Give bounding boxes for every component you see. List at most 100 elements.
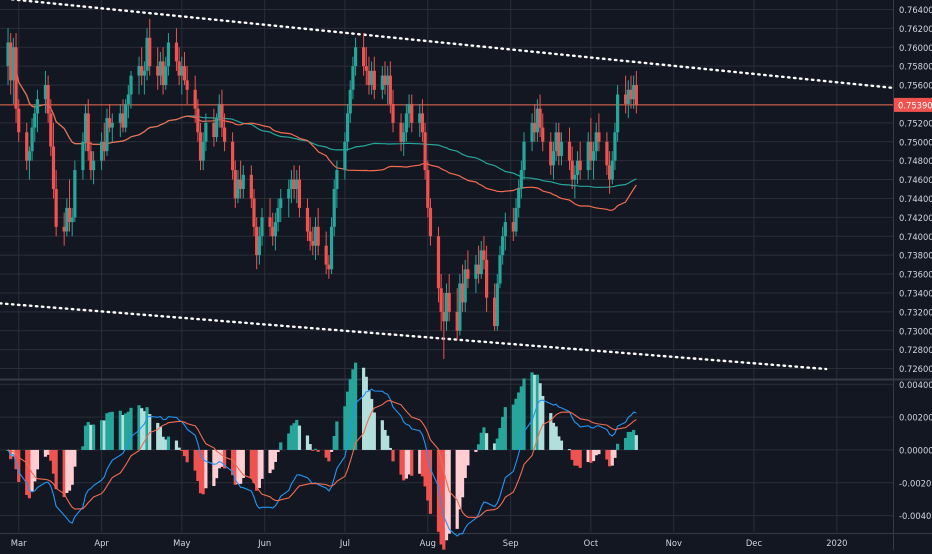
candle-body[interactable] bbox=[182, 66, 187, 81]
candle-body[interactable] bbox=[201, 141, 205, 161]
histogram-bar[interactable] bbox=[594, 449, 598, 456]
histogram-bar[interactable] bbox=[514, 398, 518, 450]
candle[interactable] bbox=[161, 47, 165, 95]
candle-body[interactable] bbox=[370, 70, 374, 86]
candle[interactable] bbox=[174, 28, 179, 71]
candle-body[interactable] bbox=[308, 231, 312, 241]
candle[interactable] bbox=[586, 132, 590, 180]
candle[interactable] bbox=[327, 255, 331, 279]
candle[interactable] bbox=[292, 165, 296, 199]
histogram-bar[interactable] bbox=[308, 444, 312, 450]
candle[interactable] bbox=[91, 151, 96, 185]
histogram-bar[interactable] bbox=[54, 449, 58, 490]
candle-body[interactable] bbox=[410, 103, 414, 123]
histogram-bar[interactable] bbox=[597, 449, 601, 455]
candle-body[interactable] bbox=[46, 85, 50, 114]
histogram-bar[interactable] bbox=[273, 449, 277, 462]
candle[interactable] bbox=[594, 122, 598, 161]
candle[interactable] bbox=[613, 122, 617, 171]
candle-body[interactable] bbox=[67, 207, 72, 223]
histogram-bar[interactable] bbox=[89, 424, 93, 450]
histogram-bar[interactable] bbox=[428, 449, 433, 514]
candle-body[interactable] bbox=[575, 160, 580, 175]
histogram-bar[interactable] bbox=[458, 449, 462, 510]
candle-body[interactable] bbox=[324, 245, 328, 265]
candle-body[interactable] bbox=[236, 179, 240, 199]
candle-body[interactable] bbox=[257, 236, 261, 256]
histogram-bar[interactable] bbox=[249, 449, 253, 479]
candle[interactable] bbox=[482, 236, 486, 270]
candle-body[interactable] bbox=[271, 226, 275, 237]
histogram-bar[interactable] bbox=[86, 422, 90, 450]
candle-body[interactable] bbox=[351, 66, 355, 90]
candle-body[interactable] bbox=[634, 85, 638, 105]
candle-body[interactable] bbox=[212, 122, 216, 138]
candle[interactable] bbox=[538, 94, 542, 138]
histogram-bar[interactable] bbox=[407, 449, 411, 475]
histogram-bar[interactable] bbox=[538, 383, 542, 450]
histogram-bar[interactable] bbox=[180, 449, 184, 451]
candle-body[interactable] bbox=[121, 113, 125, 128]
histogram-bar[interactable] bbox=[626, 431, 630, 450]
candle-body[interactable] bbox=[129, 75, 133, 95]
histogram-bar[interactable] bbox=[351, 369, 355, 450]
candle[interactable] bbox=[308, 217, 312, 251]
candle-body[interactable] bbox=[43, 85, 48, 100]
candle-body[interactable] bbox=[295, 179, 299, 189]
histogram-bar[interactable] bbox=[158, 426, 163, 450]
candle-body[interactable] bbox=[343, 141, 347, 171]
candle-body[interactable] bbox=[11, 47, 15, 81]
candle-body[interactable] bbox=[174, 42, 179, 62]
candle-body[interactable] bbox=[495, 283, 499, 327]
candle-body[interactable] bbox=[65, 207, 69, 232]
candle[interactable] bbox=[399, 113, 403, 152]
histogram-bar[interactable] bbox=[391, 449, 395, 462]
candle[interactable] bbox=[201, 132, 205, 171]
candle-body[interactable] bbox=[311, 240, 315, 246]
candle-body[interactable] bbox=[578, 160, 582, 171]
histogram-bar[interactable] bbox=[372, 412, 376, 450]
candle-body[interactable] bbox=[86, 113, 90, 152]
candle-body[interactable] bbox=[485, 259, 489, 298]
candle-body[interactable] bbox=[158, 61, 163, 76]
candle-body[interactable] bbox=[463, 269, 467, 303]
candle[interactable] bbox=[35, 89, 40, 133]
candle[interactable] bbox=[297, 165, 302, 218]
candle-body[interactable] bbox=[255, 226, 259, 256]
candle-body[interactable] bbox=[313, 226, 318, 246]
candle[interactable] bbox=[46, 75, 50, 123]
candle[interactable] bbox=[305, 198, 310, 241]
candle-body[interactable] bbox=[220, 103, 224, 128]
histogram-bar[interactable] bbox=[399, 449, 403, 475]
histogram-bar[interactable] bbox=[388, 447, 392, 450]
histogram-bar[interactable] bbox=[276, 449, 280, 453]
histogram-bar[interactable] bbox=[380, 420, 384, 450]
histogram-bar[interactable] bbox=[517, 392, 521, 450]
candle-body[interactable] bbox=[605, 141, 609, 166]
candle-body[interactable] bbox=[214, 118, 219, 138]
histogram-bar[interactable] bbox=[332, 435, 336, 450]
histogram-bar[interactable] bbox=[503, 407, 507, 450]
candle[interactable] bbox=[287, 179, 291, 218]
histogram-bar[interactable] bbox=[241, 449, 245, 479]
candle[interactable] bbox=[83, 103, 88, 152]
candle[interactable] bbox=[554, 122, 558, 161]
price-pane[interactable] bbox=[0, 0, 895, 371]
histogram-bar[interactable] bbox=[589, 449, 593, 463]
histogram-bar[interactable] bbox=[586, 449, 590, 463]
candle[interactable] bbox=[514, 198, 518, 237]
candle-body[interactable] bbox=[102, 141, 106, 152]
candle-body[interactable] bbox=[217, 103, 221, 119]
candle-body[interactable] bbox=[332, 189, 336, 227]
candle[interactable] bbox=[166, 33, 171, 76]
candle[interactable] bbox=[295, 170, 299, 204]
candle[interactable] bbox=[386, 66, 390, 104]
histogram-bar[interactable] bbox=[297, 425, 302, 450]
candle[interactable] bbox=[129, 70, 133, 109]
candle-body[interactable] bbox=[25, 132, 29, 161]
candle-body[interactable] bbox=[386, 75, 390, 86]
candle[interactable] bbox=[239, 160, 243, 199]
histogram-bar[interactable] bbox=[268, 449, 272, 474]
histogram-bar[interactable] bbox=[231, 449, 235, 476]
histogram-bar[interactable] bbox=[535, 374, 540, 450]
